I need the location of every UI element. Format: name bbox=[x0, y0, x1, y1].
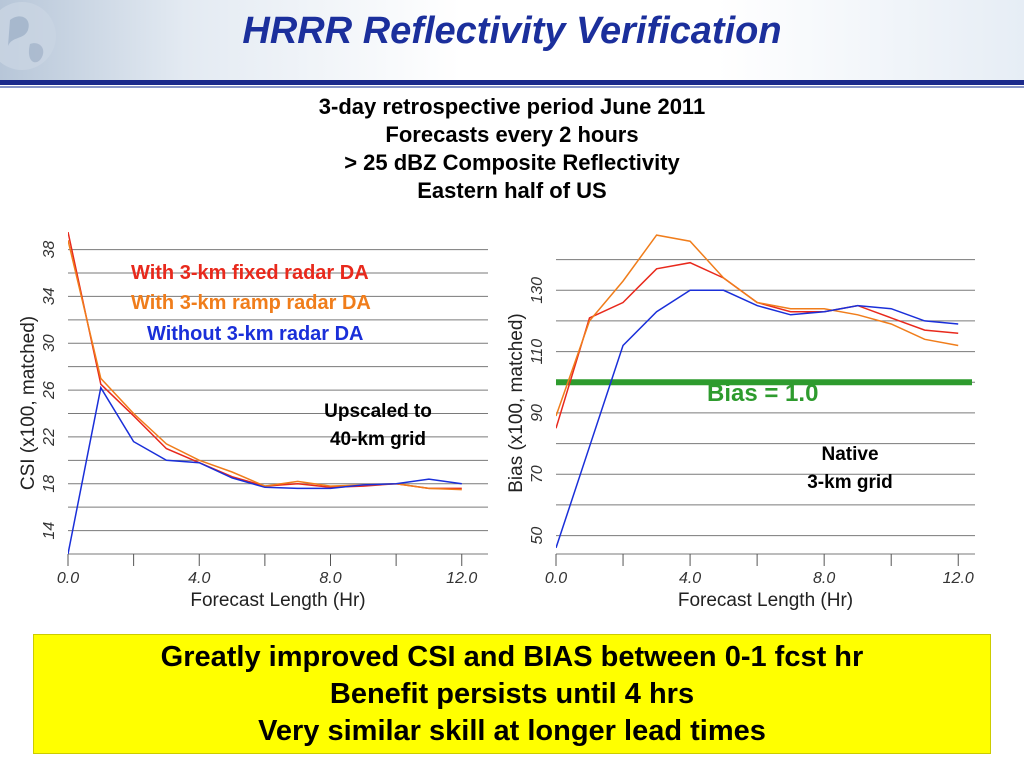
bias-series-line bbox=[556, 289, 959, 549]
bias-grid-annotation: Native 3-km grid bbox=[775, 441, 925, 497]
bias-y-tick-label: 110 bbox=[529, 339, 546, 365]
header-banner: HRRR Reflectivity Verification bbox=[0, 0, 1024, 82]
csi-y-tick-label: 38 bbox=[41, 241, 58, 259]
csi-x-tick-label: 12.0 bbox=[446, 570, 477, 587]
csi-grid-annotation: Upscaled to 40-km grid bbox=[288, 398, 468, 454]
bias-x-tick-label: 8.0 bbox=[813, 570, 835, 587]
legend-no-radar: Without 3-km radar DA bbox=[147, 323, 364, 345]
bias-x-tick-label: 4.0 bbox=[679, 570, 701, 587]
csi-y-tick-label: 22 bbox=[41, 428, 58, 447]
bias-grid-line: 3-km grid bbox=[807, 472, 893, 493]
globe-icon bbox=[0, 2, 56, 70]
csi-y-tick-label: 18 bbox=[41, 475, 58, 493]
summary-line: Benefit persists until 4 hrs bbox=[329, 678, 695, 710]
csi-y-tick-label: 30 bbox=[41, 334, 58, 352]
csi-y-tick-label: 34 bbox=[41, 287, 58, 305]
bias-y-tick-label: 130 bbox=[529, 277, 546, 304]
subtitle-line: 3-day retrospective period June 2011 bbox=[318, 94, 706, 119]
csi-series-line bbox=[68, 385, 462, 554]
csi-y-tick-label: 26 bbox=[41, 381, 58, 400]
csi-y-axis-title: CSI (x100, matched) bbox=[18, 316, 39, 490]
subtitle-block: 3-day retrospective period June 2011 For… bbox=[0, 93, 1024, 205]
bias-y-tick-label: 70 bbox=[529, 465, 546, 483]
title-rule-thin bbox=[0, 86, 1024, 88]
csi-y-tick-label: 14 bbox=[41, 522, 58, 540]
bias-x-axis-title: Forecast Length (Hr) bbox=[678, 590, 853, 611]
subtitle-line: > 25 dBZ Composite Reflectivity bbox=[344, 150, 680, 175]
bias-y-axis-title: Bias (x100, matched) bbox=[506, 313, 527, 493]
bias-x-tick-label: 12.0 bbox=[943, 570, 974, 587]
summary-line: Very similar skill at longer lead times bbox=[258, 715, 766, 747]
legend-ramp-radar: With 3-km ramp radar DA bbox=[131, 292, 371, 314]
csi-grid-line: Upscaled to bbox=[324, 401, 432, 422]
csi-x-tick-label: 8.0 bbox=[319, 570, 341, 587]
csi-chart: 0.0 4.0 8.0 12.0 14 18 22 26 30 34 38 Forecast Leng… bbox=[18, 232, 488, 611]
bias-chart: 0.0 4.0 8.0 12.0 50 70 90 110 130 Forecast Length… bbox=[506, 234, 975, 611]
bias-reference-label: Bias = 1.0 bbox=[707, 380, 819, 407]
csi-grid-line: 40-km grid bbox=[329, 429, 427, 450]
bias-series-line bbox=[556, 234, 959, 417]
summary-box: Greatly improved CSI and BIAS between 0-… bbox=[33, 634, 991, 754]
csi-x-tick-label: 0.0 bbox=[57, 570, 79, 587]
title-rule bbox=[0, 80, 1024, 85]
bias-x-tick-label: 0.0 bbox=[545, 570, 567, 587]
csi-x-axis-title: Forecast Length (Hr) bbox=[190, 590, 365, 611]
subtitle-line: Eastern half of US bbox=[417, 178, 607, 203]
csi-x-tick-label: 4.0 bbox=[188, 570, 210, 587]
subtitle-line: Forecasts every 2 hours bbox=[385, 122, 639, 147]
bias-y-tick-label: 50 bbox=[529, 527, 546, 545]
bias-grid-line: Native bbox=[821, 444, 879, 465]
slide-title: HRRR Reflectivity Verification bbox=[242, 10, 782, 52]
summary-line: Greatly improved CSI and BIAS between 0-… bbox=[160, 641, 864, 673]
legend-fixed-radar: With 3-km fixed radar DA bbox=[131, 262, 369, 284]
bias-y-tick-label: 90 bbox=[529, 404, 546, 422]
